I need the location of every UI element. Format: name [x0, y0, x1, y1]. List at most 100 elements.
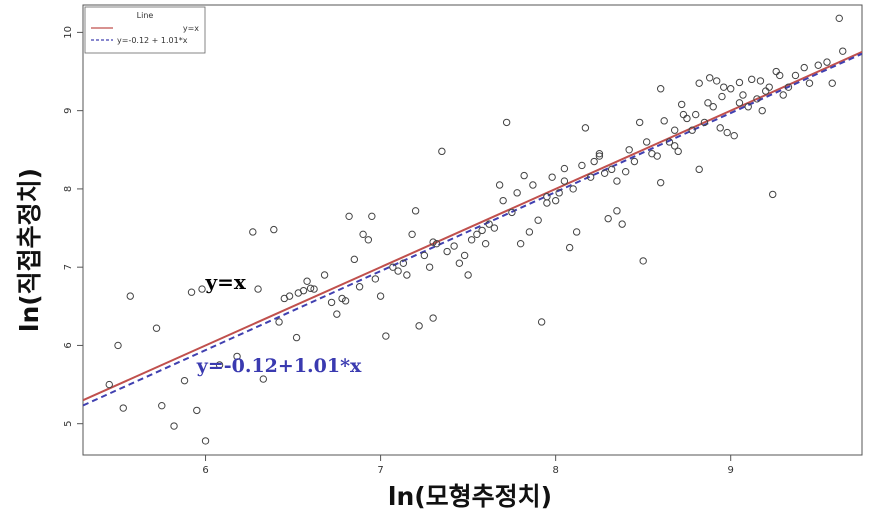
scatter-point: [670, 126, 679, 134]
scatter-point: [776, 71, 784, 80]
scatter-point: [464, 271, 472, 279]
scatter-point: [215, 361, 224, 369]
scatter-point: [233, 352, 241, 361]
scatter-point: [548, 173, 556, 181]
scatter-point: [432, 239, 441, 248]
scatter-point: [158, 401, 166, 410]
scatter-point: [823, 58, 831, 66]
scatter-point: [508, 208, 516, 217]
scatter-point: [355, 283, 364, 291]
scatter-point: [716, 124, 724, 132]
scatter-point: [327, 298, 336, 307]
scatter-point: [805, 79, 814, 87]
x-tick-label: 7: [377, 465, 383, 476]
scatter-point: [170, 422, 178, 430]
scatter-point: [114, 341, 122, 350]
scatter-point: [604, 214, 612, 223]
scatter-point: [586, 173, 595, 181]
scatter-point: [259, 375, 268, 383]
scatter-point: [460, 251, 469, 260]
scatter-point: [674, 147, 682, 156]
scatter-point: [572, 228, 581, 236]
scatter-point: [756, 77, 765, 85]
scatter-point: [341, 297, 350, 305]
scatter-point: [270, 225, 278, 234]
scatter-point: [299, 286, 308, 295]
x-tick-label: 9: [728, 465, 734, 476]
annotation-identity: y=x: [205, 270, 247, 294]
scatter-point: [513, 189, 521, 197]
scatter-point: [399, 259, 408, 267]
scatter-point: [753, 95, 761, 103]
scatter-point: [704, 99, 712, 107]
scatter-point: [607, 165, 616, 174]
scatter-point: [394, 267, 402, 275]
scatter-point: [275, 318, 283, 326]
scatter-point: [450, 242, 458, 250]
scatter-point: [443, 247, 451, 256]
scatter-point: [473, 230, 481, 239]
scatter-point: [345, 212, 353, 221]
x-tick-label: 8: [552, 465, 558, 476]
scatter-point: [679, 110, 688, 119]
scatter-point: [382, 332, 390, 340]
scatter-point: [389, 263, 397, 271]
y-axis-title: ln(직접추정치): [15, 168, 44, 332]
scatter-point: [723, 128, 731, 137]
scatter-point: [481, 239, 490, 248]
scatter-point: [403, 271, 411, 279]
scatter-point: [625, 146, 633, 154]
scatter-point: [198, 285, 206, 293]
scatter-point: [525, 228, 534, 236]
scatter-point: [691, 110, 700, 119]
scatter-point: [520, 171, 528, 180]
y-tick-label: 6: [63, 342, 74, 348]
scatter-point: [152, 324, 161, 332]
scatter-point: [569, 185, 577, 193]
scatter-point: [534, 216, 542, 224]
scatter-point: [639, 257, 647, 265]
scatter-point: [839, 47, 847, 55]
scatter-point: [656, 85, 665, 93]
y-tick-label: 10: [63, 26, 74, 39]
scatter-point: [320, 271, 329, 279]
scatter-point: [744, 103, 752, 111]
scatter-point: [560, 177, 569, 185]
scatter-point: [490, 224, 499, 232]
scatter-point: [765, 83, 773, 91]
scatter-point: [688, 126, 696, 134]
scatter-point: [730, 131, 738, 140]
scatter-point: [739, 91, 747, 99]
scatter-point: [543, 199, 551, 207]
scatter-point: [769, 190, 777, 199]
scatter-point: [814, 61, 822, 69]
scatter-point: [735, 78, 744, 87]
scatter-point: [359, 230, 367, 239]
scatter-point: [529, 181, 537, 189]
scatter-point: [415, 322, 423, 330]
scatter-point: [485, 220, 493, 228]
scatter-point: [364, 236, 373, 244]
scatter-point: [180, 376, 189, 385]
scatter-point: [193, 406, 201, 415]
scatter-point: [595, 149, 604, 158]
scatter-point: [285, 292, 294, 300]
scatter-point: [495, 181, 504, 189]
legend-entry-label: y=x: [183, 24, 199, 33]
scatter-point: [581, 124, 590, 132]
scatter-point: [828, 79, 836, 87]
scatter-point: [735, 99, 744, 107]
scatter-point: [350, 255, 359, 264]
scatter-point: [578, 161, 586, 170]
scatter-point: [613, 207, 621, 215]
scatter-point: [126, 292, 134, 300]
y-tick-label: 9: [63, 107, 74, 113]
scatter-point: [720, 83, 728, 91]
scatter-point: [621, 167, 630, 176]
scatter-point: [411, 207, 420, 215]
scatter-point: [800, 63, 808, 72]
scatter-point: [677, 100, 686, 109]
scatter-point: [665, 138, 674, 146]
